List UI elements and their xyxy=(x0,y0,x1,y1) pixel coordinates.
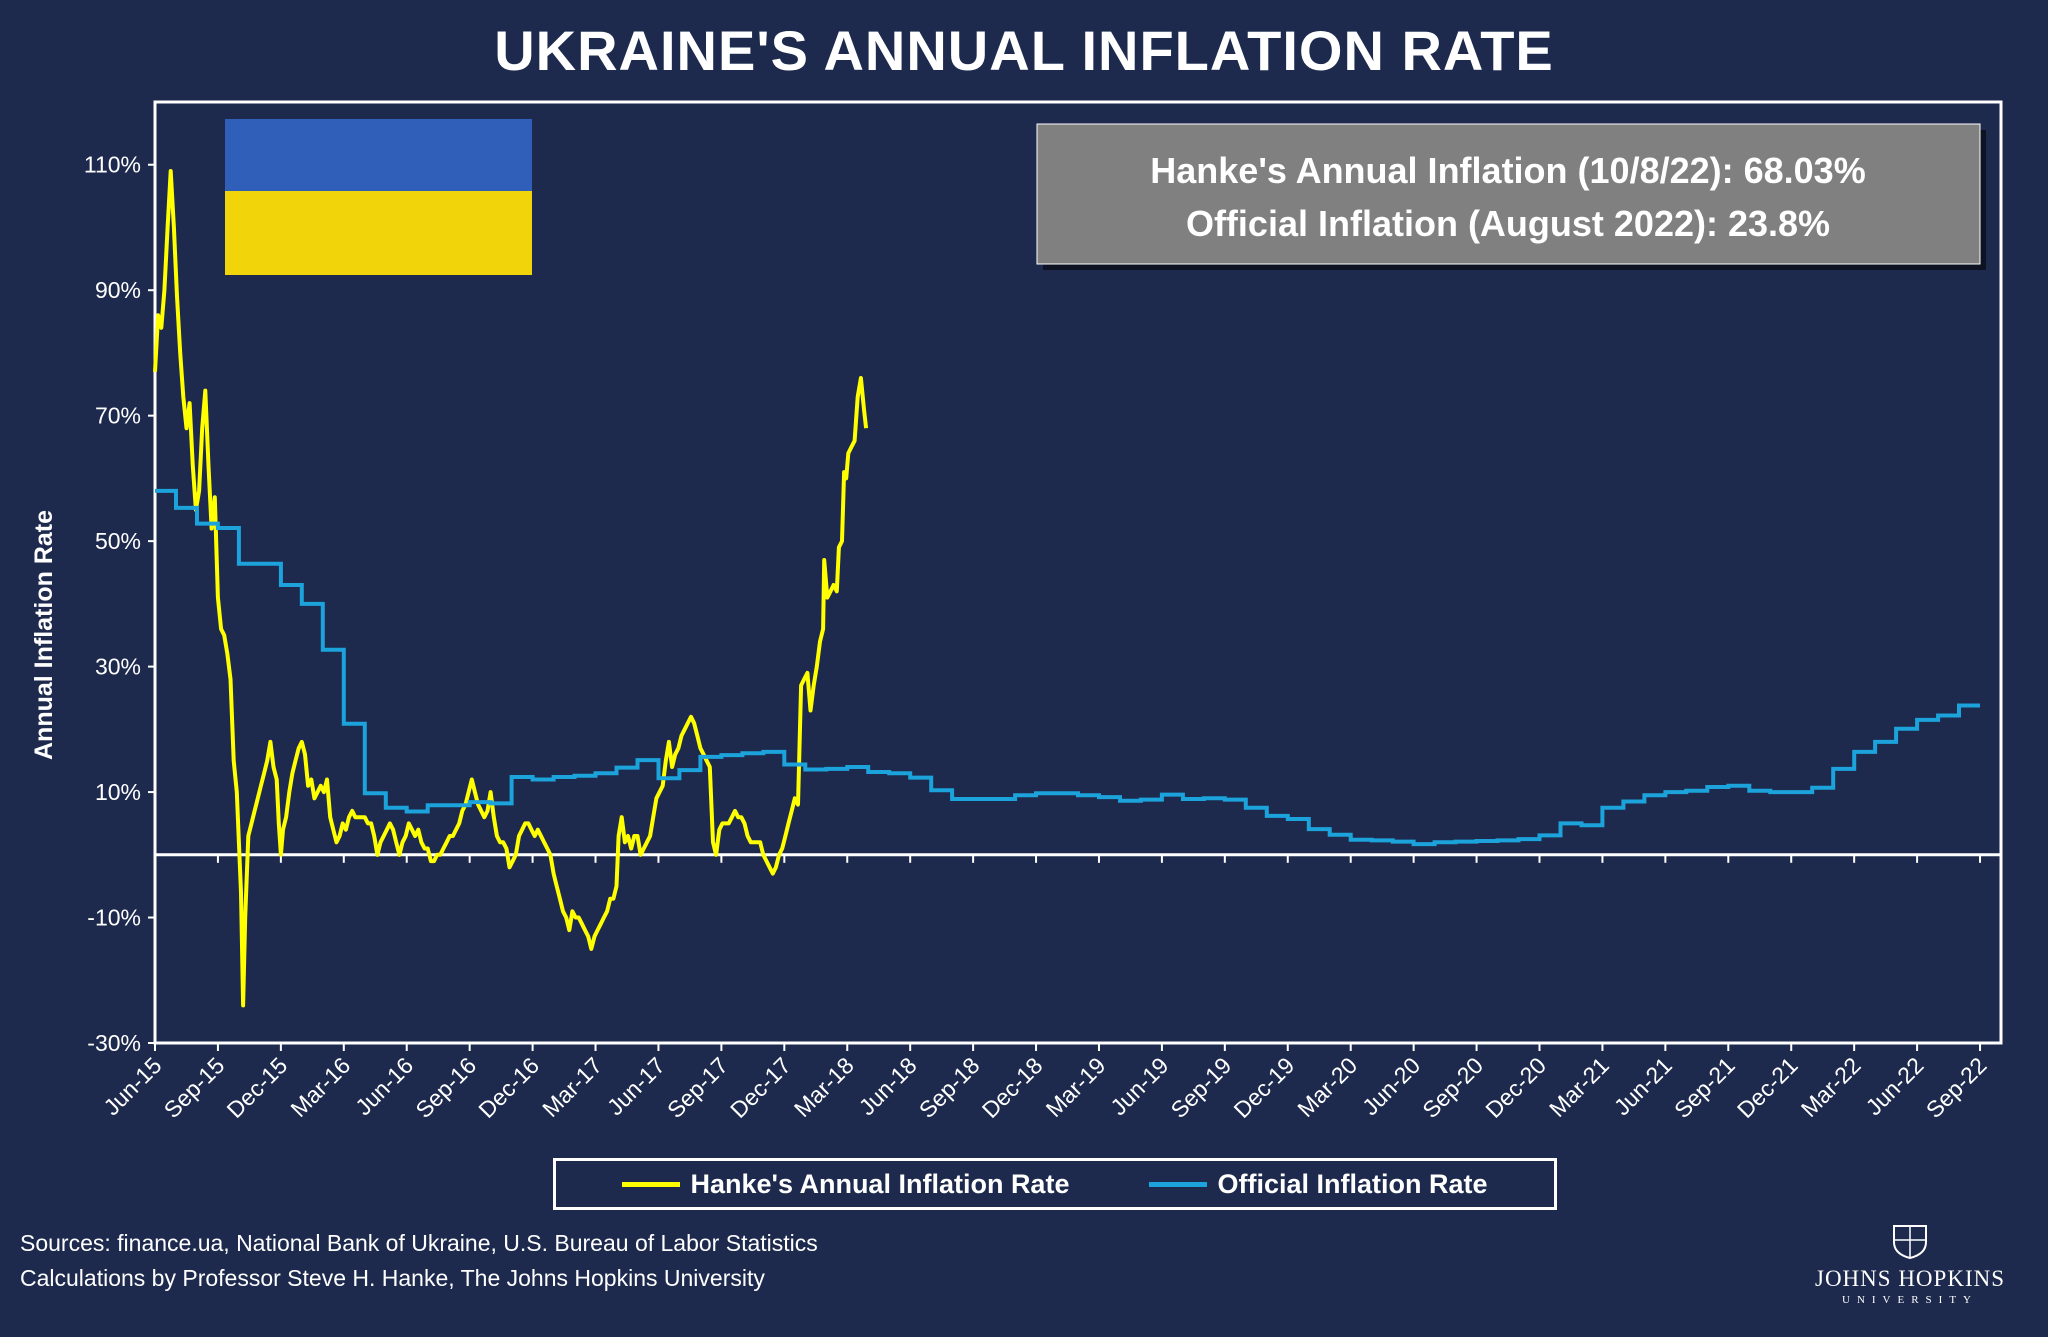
series-layer xyxy=(153,169,1980,1008)
x-tick-label: Dec-18 xyxy=(977,1052,1048,1123)
x-tick-label: Dec-20 xyxy=(1480,1052,1551,1123)
chart-title: UKRAINE'S ANNUAL INFLATION RATE xyxy=(494,19,1554,82)
legend-item-official: Official Inflation Rate xyxy=(1149,1168,1488,1200)
y-tick-label: 30% xyxy=(95,654,141,680)
jhu-name: JOHNS HOPKINS xyxy=(1815,1266,2006,1291)
x-tick-label: Dec-16 xyxy=(473,1052,544,1123)
legend-label-hanke: Hanke's Annual Inflation Rate xyxy=(690,1168,1070,1199)
calculations-line: Calculations by Professor Steve H. Hanke… xyxy=(20,1265,765,1291)
x-tick-label: Jun-18 xyxy=(854,1052,922,1120)
jhu-shield-icon xyxy=(1893,1225,1927,1260)
y-tick-label: 90% xyxy=(95,277,141,303)
legend: Hanke's Annual Inflation Rate Official I… xyxy=(553,1158,1557,1210)
legend-label-official: Official Inflation Rate xyxy=(1217,1168,1488,1199)
x-tick-label: Mar-22 xyxy=(1796,1052,1866,1122)
sources-line: Sources: finance.ua, National Bank of Uk… xyxy=(20,1230,818,1256)
series-line-hanke xyxy=(153,169,869,1008)
x-tick-label: Sep-21 xyxy=(1669,1052,1740,1123)
x-tick-label: Jun-21 xyxy=(1609,1052,1677,1120)
x-tick-label: Sep-20 xyxy=(1417,1052,1488,1123)
x-tick-label: Jun-16 xyxy=(350,1052,418,1120)
series-line-official xyxy=(155,488,1980,847)
ukraine-flag-icon xyxy=(225,119,532,275)
x-tick-label: Mar-17 xyxy=(537,1052,607,1122)
annotation-official: Official Inflation (August 2022): 23.8% xyxy=(1186,203,1830,244)
y-tick-label: -10% xyxy=(87,905,141,931)
y-axis-label: Annual Inflation Rate xyxy=(30,510,58,760)
jhu-logo: JOHNS HOPKINS UNIVERSITY xyxy=(1815,1222,2005,1306)
plot-frame xyxy=(153,100,2003,1045)
y-tick-label: -30% xyxy=(87,1030,141,1056)
annotation-hanke: Hanke's Annual Inflation (10/8/22): 68.0… xyxy=(1150,150,1865,191)
x-tick-label: Sep-15 xyxy=(159,1052,230,1123)
x-tick-label: Mar-20 xyxy=(1292,1052,1362,1122)
x-tick-label: Dec-15 xyxy=(222,1052,293,1123)
x-tick-label: Sep-22 xyxy=(1921,1052,1992,1123)
y-tick-label: 110% xyxy=(84,152,141,178)
x-tick-label: Mar-16 xyxy=(285,1052,355,1122)
x-tick-label: Jun-19 xyxy=(1105,1052,1173,1120)
legend-item-hanke: Hanke's Annual Inflation Rate xyxy=(622,1169,1069,1200)
x-tick-label: Dec-17 xyxy=(725,1052,796,1123)
x-tick-label: Jun-17 xyxy=(602,1052,670,1120)
annotation-box: Hanke's Annual Inflation (10/8/22): 68.0… xyxy=(1036,123,1986,270)
x-tick-label: Sep-18 xyxy=(914,1052,985,1123)
x-tick-label: Jun-20 xyxy=(1357,1052,1425,1120)
x-tick-label: Mar-19 xyxy=(1041,1052,1111,1122)
y-tick-label: 70% xyxy=(95,403,141,429)
x-tick-label: Mar-21 xyxy=(1544,1052,1614,1122)
x-tick-label: Sep-16 xyxy=(410,1052,481,1123)
x-tick-label: Jun-15 xyxy=(98,1052,166,1120)
legend-swatch-official xyxy=(1149,1181,1208,1187)
legend-swatch-hanke xyxy=(622,1181,681,1187)
y-tick-label: 10% xyxy=(95,779,141,805)
x-tick-label: Dec-21 xyxy=(1732,1052,1803,1123)
jhu-sub: UNIVERSITY xyxy=(1842,1294,1978,1306)
x-tick-label: Mar-18 xyxy=(789,1052,859,1122)
x-tick-label: Sep-19 xyxy=(1166,1052,1237,1123)
y-tick-label: 50% xyxy=(95,528,141,554)
x-tick-label: Sep-17 xyxy=(662,1052,733,1123)
x-tick-label: Dec-19 xyxy=(1228,1052,1299,1123)
sources-text: Sources: finance.ua, National Bank of Uk… xyxy=(20,1226,818,1296)
x-tick-label: Jun-22 xyxy=(1861,1052,1929,1120)
